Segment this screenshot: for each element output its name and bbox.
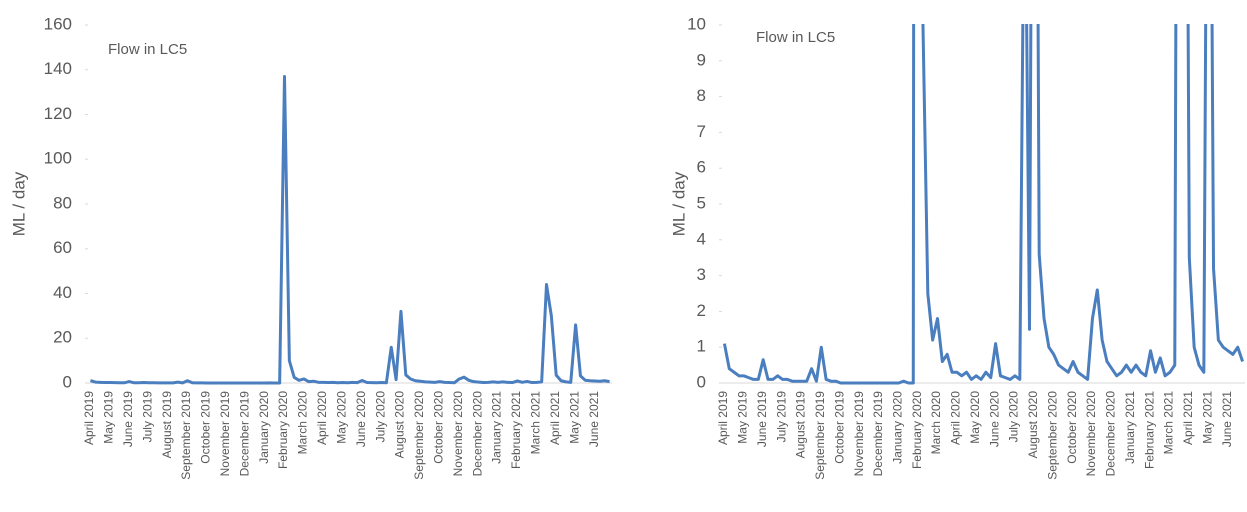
- x-tick-label: December 2020: [1104, 391, 1118, 477]
- x-tick-label: May 2019: [736, 391, 750, 444]
- y-tick-label: 120: [44, 104, 72, 123]
- x-tick-label: August 2019: [160, 391, 174, 459]
- x-tick-label: December 2019: [871, 391, 885, 477]
- x-tick-label: August 2020: [1026, 391, 1040, 459]
- x-tick-label: September 2020: [1045, 391, 1059, 480]
- x-tick-label: May 2021: [1200, 391, 1214, 444]
- annotation: Flow in LC5: [108, 41, 187, 58]
- y-tick-label: 80: [53, 193, 72, 212]
- x-tick-label: September 2020: [412, 391, 426, 480]
- x-tick-label: April 2020: [315, 391, 329, 445]
- y-tick-label: 160: [44, 14, 72, 33]
- x-tick-label: November 2019: [852, 391, 866, 477]
- y-tick-label: 1: [697, 337, 706, 356]
- x-tick-label: March 2021: [529, 391, 543, 455]
- chart: 0 20 40 60 80 100 120 140 160 ML / day Flow in LC5…: [9, 14, 612, 480]
- y-tick-label: 40: [53, 283, 72, 302]
- x-tick-label: June 2019: [755, 391, 769, 447]
- x-tick-label: April 2020: [949, 391, 963, 445]
- x-tick-label: January 2021: [1123, 391, 1137, 464]
- y-tick-label: 4: [697, 229, 706, 248]
- x-tick-label: June 2021: [1220, 391, 1234, 447]
- y-tick-label: 20: [53, 328, 72, 347]
- x-tick-label: April 2019: [716, 391, 730, 445]
- x-tick-label: February 2021: [1142, 391, 1156, 469]
- x-tick-label: December 2019: [237, 391, 251, 477]
- y-tick-label: 5: [697, 193, 706, 212]
- x-tick-label: December 2020: [470, 391, 484, 477]
- chart: 0 1 2 3 4 5 6 7 8 9 10 ML / day Flow in LC5 April 201…: [669, 14, 1245, 480]
- y-tick-label: 3: [697, 265, 706, 284]
- y-tick-label: 6: [697, 158, 706, 177]
- y-tick-label: 10: [687, 14, 706, 33]
- x-tick-label: February 2020: [910, 391, 924, 469]
- x-tick-label: February 2021: [509, 391, 523, 469]
- y-tick-label: 8: [697, 86, 706, 105]
- x-tick-label: November 2020: [451, 391, 465, 477]
- y-axis-title: ML / day: [669, 171, 688, 236]
- x-tick-label: October 2019: [199, 391, 213, 464]
- x-tick-label: June 2019: [121, 391, 135, 447]
- x-tick-label: January 2020: [891, 391, 905, 464]
- x-tick-label: February 2020: [276, 391, 290, 469]
- x-tick-label: March 2020: [296, 391, 310, 455]
- annotation: Flow in LC5: [756, 29, 835, 46]
- x-tick-label: June 2020: [987, 391, 1001, 447]
- x-tick-label: June 2020: [354, 391, 368, 447]
- x-tick-label: March 2021: [1162, 391, 1176, 455]
- x-tick-label: April 2019: [82, 391, 96, 445]
- x-tick-label: July 2019: [140, 391, 154, 443]
- y-axis-title: ML / day: [9, 171, 28, 236]
- y-tick-label: 100: [44, 149, 72, 168]
- x-tick-label: November 2019: [218, 391, 232, 477]
- x-tick-label: July 2020: [373, 391, 387, 443]
- x-tick-label: September 2019: [179, 391, 193, 480]
- x-tick-label: May 2020: [968, 391, 982, 444]
- y-tick-label: 7: [697, 122, 706, 141]
- x-tick-label: June 2021: [587, 391, 601, 447]
- y-tick-label: 2: [697, 301, 706, 320]
- x-tick-label: October 2020: [1065, 391, 1079, 464]
- x-tick-label: January 2021: [490, 391, 504, 464]
- x-tick-label: May 2021: [567, 391, 581, 444]
- x-tick-label: October 2019: [832, 391, 846, 464]
- line: [89, 74, 610, 385]
- x-tick-label: November 2020: [1084, 391, 1098, 477]
- y-tick-label: 140: [44, 59, 72, 78]
- x-tick-label: October 2020: [432, 391, 446, 464]
- x-tick-label: March 2020: [929, 391, 943, 455]
- line: [722, 24, 1245, 385]
- x-tick-label: July 2020: [1007, 391, 1021, 443]
- x-tick-label: May 2020: [334, 391, 348, 444]
- x-tick-label: September 2019: [813, 391, 827, 480]
- x-tick-label: April 2021: [1181, 391, 1195, 445]
- x-tick-label: January 2020: [257, 391, 271, 464]
- y-tick-label: 60: [53, 238, 72, 257]
- x-tick-label: April 2021: [548, 391, 562, 445]
- y-tick-label: 9: [697, 50, 706, 69]
- y-tick-label: 0: [63, 372, 72, 391]
- x-tick-label: May 2019: [102, 391, 116, 444]
- x-tick-label: August 2019: [794, 391, 808, 459]
- y-tick-label: 0: [697, 372, 706, 391]
- x-tick-label: July 2019: [774, 391, 788, 443]
- x-tick-label: August 2020: [393, 391, 407, 459]
